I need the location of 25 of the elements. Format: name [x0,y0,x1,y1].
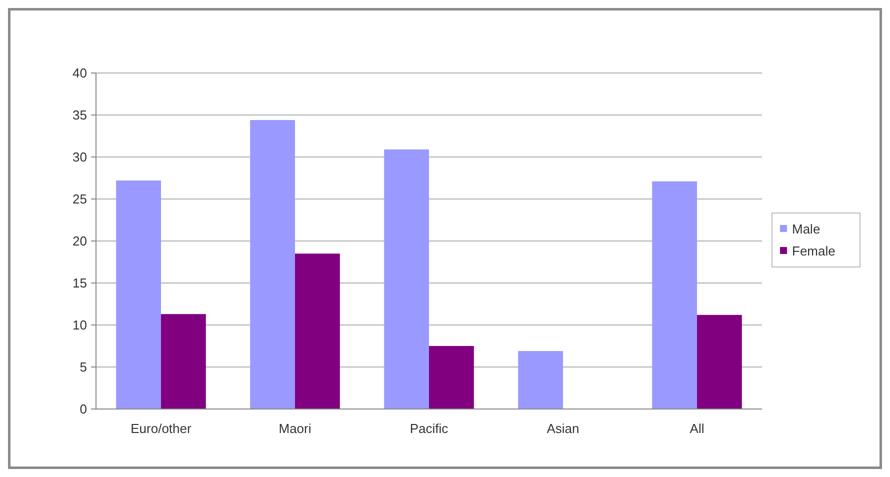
bar [294,254,340,409]
bar [250,120,295,409]
bar [652,181,698,409]
y-tick-label: 5 [80,360,87,375]
y-tick-label: 25 [72,192,87,207]
bar [429,346,474,409]
legend-label: Male [792,222,820,237]
y-tick-label: 15 [72,276,87,291]
bar [384,149,429,409]
y-tick-label: 0 [80,402,87,417]
y-tick-label: 30 [72,150,87,165]
y-tick-label: 40 [72,66,87,81]
x-tick-label: Asian [546,421,580,436]
bar [518,351,564,409]
x-tick-label: Maori [278,421,312,436]
bar [160,314,206,409]
bar [697,314,742,409]
y-tick-label: 10 [72,318,87,333]
x-tick-label: Pacific [410,421,449,436]
x-tick-label: All [690,421,704,436]
legend-label: Female [792,244,836,259]
bar [116,180,161,409]
y-tick-label: 20 [72,234,87,249]
x-tick-label: Euro/other [130,421,192,436]
y-tick-label: 35 [72,108,87,123]
